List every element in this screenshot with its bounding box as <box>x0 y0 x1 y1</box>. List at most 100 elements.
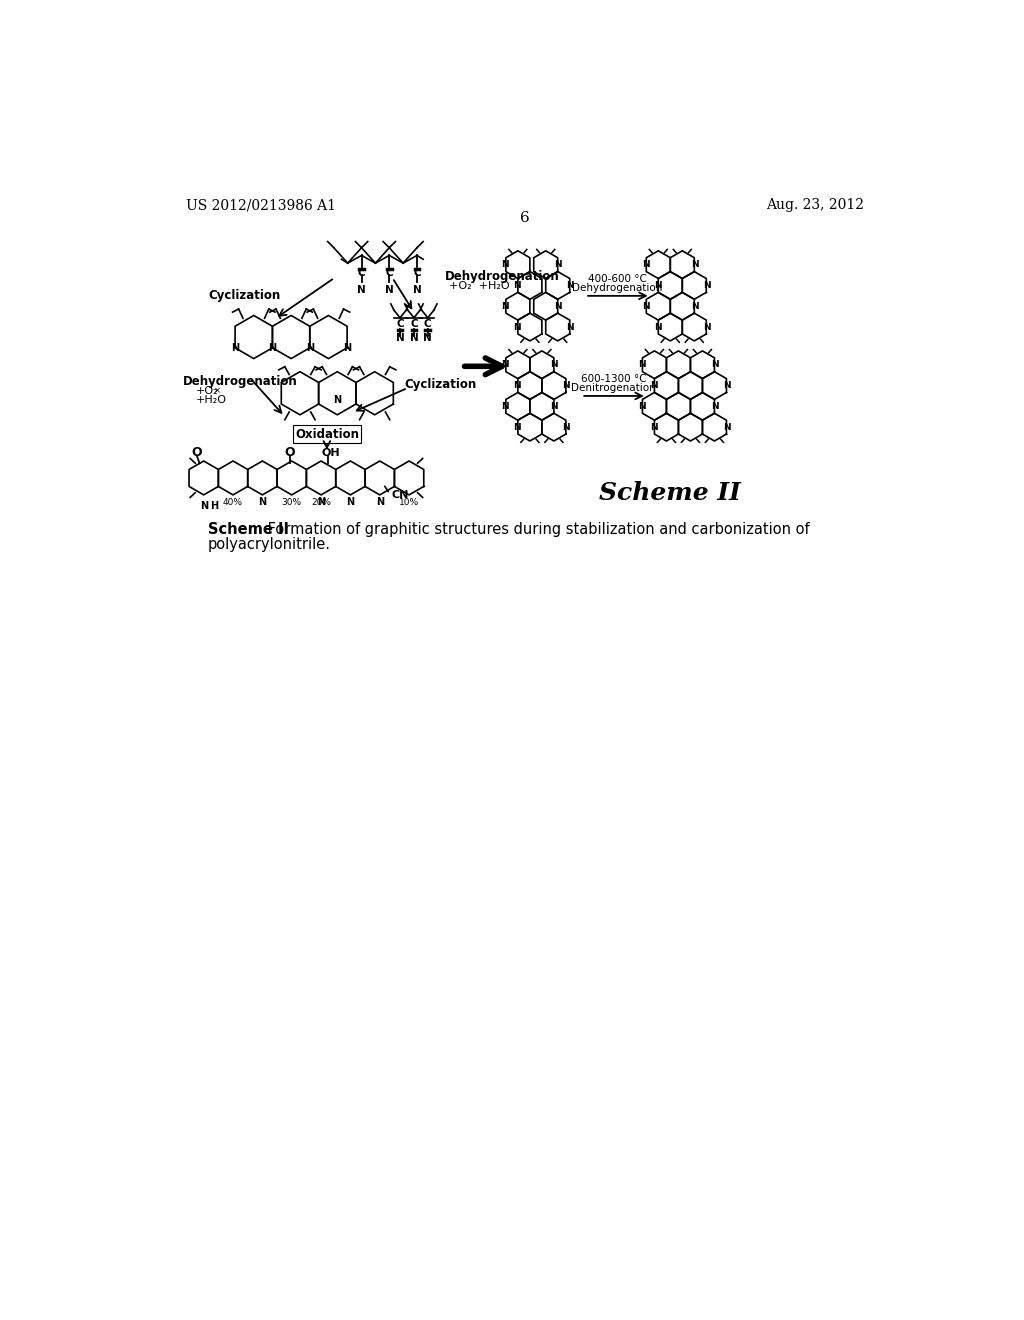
Text: Dehydrogenation: Dehydrogenation <box>444 269 559 282</box>
Polygon shape <box>671 251 694 279</box>
Text: Dehydrogenation: Dehydrogenation <box>183 375 298 388</box>
Text: N: N <box>554 260 562 269</box>
Text: N: N <box>654 322 662 331</box>
Text: C: C <box>424 319 431 329</box>
Text: US 2012/0213986 A1: US 2012/0213986 A1 <box>186 198 336 213</box>
Text: Dehydrogenation: Dehydrogenation <box>572 282 663 293</box>
Text: N: N <box>306 343 313 352</box>
Text: N: N <box>317 498 326 507</box>
Polygon shape <box>542 372 566 400</box>
Polygon shape <box>546 313 569 341</box>
Text: N: N <box>258 498 266 507</box>
Polygon shape <box>654 372 679 400</box>
Text: N: N <box>346 498 354 507</box>
Polygon shape <box>518 272 542 300</box>
Text: Cyclization: Cyclization <box>209 289 281 302</box>
Text: N: N <box>566 322 574 331</box>
Polygon shape <box>667 392 690 420</box>
Text: N: N <box>691 302 698 310</box>
Text: N: N <box>551 401 558 411</box>
Polygon shape <box>690 392 715 420</box>
Polygon shape <box>671 293 694 321</box>
Text: N: N <box>514 381 521 389</box>
Text: N: N <box>376 498 384 507</box>
Text: N: N <box>551 360 558 370</box>
Polygon shape <box>248 461 278 495</box>
Text: N: N <box>343 343 351 352</box>
Text: N: N <box>395 333 404 343</box>
Polygon shape <box>218 461 248 495</box>
Polygon shape <box>306 461 336 495</box>
Text: H: H <box>210 502 218 511</box>
Text: Scheme II: Scheme II <box>599 482 740 506</box>
Polygon shape <box>679 372 702 400</box>
Text: N: N <box>642 302 649 310</box>
Polygon shape <box>310 315 347 359</box>
Text: N: N <box>502 302 509 310</box>
Text: O: O <box>191 446 203 459</box>
Polygon shape <box>518 313 542 341</box>
Text: N: N <box>691 260 698 269</box>
Polygon shape <box>702 372 726 400</box>
Text: +O₂  +H₂O: +O₂ +H₂O <box>449 281 509 292</box>
Polygon shape <box>642 392 667 420</box>
Polygon shape <box>654 413 679 441</box>
Text: N: N <box>638 360 646 370</box>
Text: N: N <box>711 401 719 411</box>
Text: +O₂: +O₂ <box>196 385 219 396</box>
Polygon shape <box>667 351 690 379</box>
Text: N: N <box>554 302 562 310</box>
Text: C: C <box>357 268 366 277</box>
Text: N: N <box>410 333 418 343</box>
Polygon shape <box>658 313 682 341</box>
Text: 10%: 10% <box>399 498 419 507</box>
Text: N: N <box>562 381 570 389</box>
Polygon shape <box>542 413 566 441</box>
Polygon shape <box>658 272 682 300</box>
Text: N: N <box>502 360 509 370</box>
Text: O: O <box>285 446 295 459</box>
Polygon shape <box>278 461 306 495</box>
Polygon shape <box>366 461 394 495</box>
Text: N: N <box>200 502 208 511</box>
Text: N: N <box>711 360 719 370</box>
Polygon shape <box>518 372 542 400</box>
Polygon shape <box>534 293 558 321</box>
Polygon shape <box>646 251 671 279</box>
Text: C: C <box>385 268 393 277</box>
Text: N: N <box>231 343 240 352</box>
Text: C: C <box>396 319 403 329</box>
Text: 600-1300 °C: 600-1300 °C <box>581 374 646 384</box>
Polygon shape <box>642 351 667 379</box>
Text: Aug. 23, 2012: Aug. 23, 2012 <box>766 198 863 213</box>
Text: +H₂O: +H₂O <box>196 395 227 405</box>
Text: N: N <box>723 422 731 432</box>
Text: C: C <box>414 268 421 277</box>
Polygon shape <box>682 313 707 341</box>
Polygon shape <box>506 251 529 279</box>
Text: ×: × <box>214 387 221 396</box>
Text: Formation of graphitic structures during stabilization and carbonization of: Formation of graphitic structures during… <box>263 521 810 537</box>
Polygon shape <box>546 272 569 300</box>
Text: 40%: 40% <box>223 498 243 507</box>
Polygon shape <box>236 315 272 359</box>
Text: N: N <box>723 381 731 389</box>
Polygon shape <box>506 293 529 321</box>
Polygon shape <box>336 461 366 495</box>
Polygon shape <box>506 392 529 420</box>
Text: N: N <box>650 422 657 432</box>
Polygon shape <box>702 413 726 441</box>
Text: 20%: 20% <box>311 498 331 507</box>
Text: N: N <box>562 422 570 432</box>
Polygon shape <box>356 372 393 414</box>
Polygon shape <box>529 392 554 420</box>
Polygon shape <box>690 351 715 379</box>
Polygon shape <box>394 461 424 495</box>
Text: N: N <box>702 322 711 331</box>
Text: N: N <box>514 322 521 331</box>
Text: N: N <box>514 422 521 432</box>
Text: N: N <box>654 281 662 290</box>
Text: Denitrogenation: Denitrogenation <box>571 383 656 393</box>
Text: N: N <box>413 285 421 296</box>
Text: Oxidation: Oxidation <box>295 428 358 441</box>
